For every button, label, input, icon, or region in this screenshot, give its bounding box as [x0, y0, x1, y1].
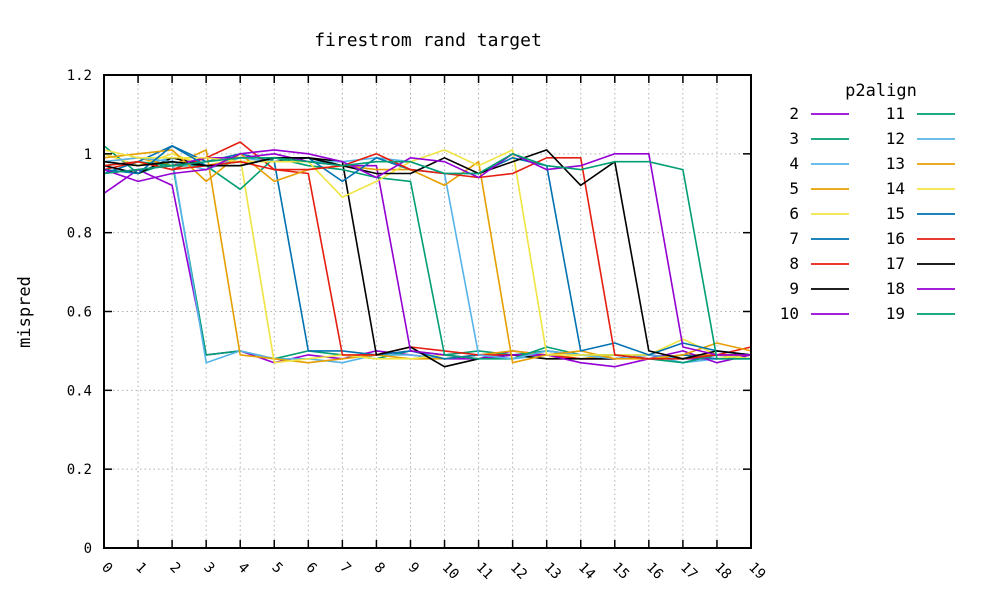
- y-tick-label: 1: [84, 147, 92, 163]
- legend-label: 13: [886, 154, 905, 173]
- legend-label: 15: [886, 204, 905, 223]
- series-group: [103, 141, 752, 368]
- y-tick-label: 0: [84, 541, 92, 557]
- y-tick-label: 0.2: [67, 462, 92, 478]
- x-tick-label: 9: [405, 560, 422, 577]
- y-tick-label: 0.8: [67, 226, 92, 242]
- y-tick-label: 0.6: [67, 305, 92, 321]
- y-tick-label: 0.4: [67, 383, 92, 399]
- legend-label: 16: [886, 229, 905, 248]
- legend-label: 3: [789, 129, 799, 148]
- x-tick-label: 5: [268, 560, 285, 577]
- legend-label: 7: [789, 229, 799, 248]
- legend-label: 19: [886, 304, 905, 323]
- legend-label: 12: [886, 129, 905, 148]
- x-tick-label: 3: [200, 560, 217, 577]
- series-line-17: [103, 149, 752, 360]
- x-tick-label: 15: [609, 560, 632, 583]
- legend-label: 17: [886, 254, 905, 273]
- x-tick-label: 18: [711, 560, 734, 583]
- legend-label: 14: [886, 179, 905, 198]
- legend: 2 3 4 5 6 7 8 9 10 11 12 13 14 15 16 17 18 19: [780, 104, 955, 323]
- x-tick-label: 1: [132, 560, 149, 577]
- legend-label: 4: [789, 154, 799, 173]
- legend-label: 2: [789, 104, 799, 123]
- x-tick-label: 10: [439, 560, 462, 583]
- legend-label: 5: [789, 179, 799, 198]
- x-tick-label: 7: [337, 560, 354, 577]
- x-tick-label: 2: [166, 560, 183, 577]
- x-tick-label: 17: [677, 560, 700, 583]
- x-tick-label: 0: [98, 560, 115, 577]
- grid: [104, 75, 751, 548]
- x-tick-label: 19: [745, 560, 768, 583]
- chart-title: firestrom rand target: [314, 30, 542, 51]
- x-tick-label: 16: [643, 560, 666, 583]
- x-tick-label: 4: [234, 560, 251, 577]
- legend-label: 9: [789, 279, 799, 298]
- legend-label: 10: [780, 304, 799, 323]
- x-tick-label: 12: [507, 560, 530, 583]
- series-line-19: [103, 153, 751, 360]
- y-tick-label: 1.2: [67, 68, 92, 84]
- legend-label: 11: [886, 104, 905, 123]
- x-tick-label: 13: [541, 560, 564, 583]
- legend-label: 8: [789, 254, 799, 273]
- legend-label: 18: [886, 279, 905, 298]
- legend-label: 6: [789, 204, 799, 223]
- x-tick-label: 14: [575, 560, 598, 583]
- x-tick-label: 8: [371, 560, 388, 577]
- series-line-18: [103, 149, 751, 356]
- x-tick-label: 6: [302, 560, 319, 577]
- series-line-14: [103, 149, 752, 360]
- y-axis-label: mispred: [15, 276, 35, 348]
- legend-title: p2align: [845, 81, 917, 101]
- x-tick-label: 11: [473, 560, 496, 583]
